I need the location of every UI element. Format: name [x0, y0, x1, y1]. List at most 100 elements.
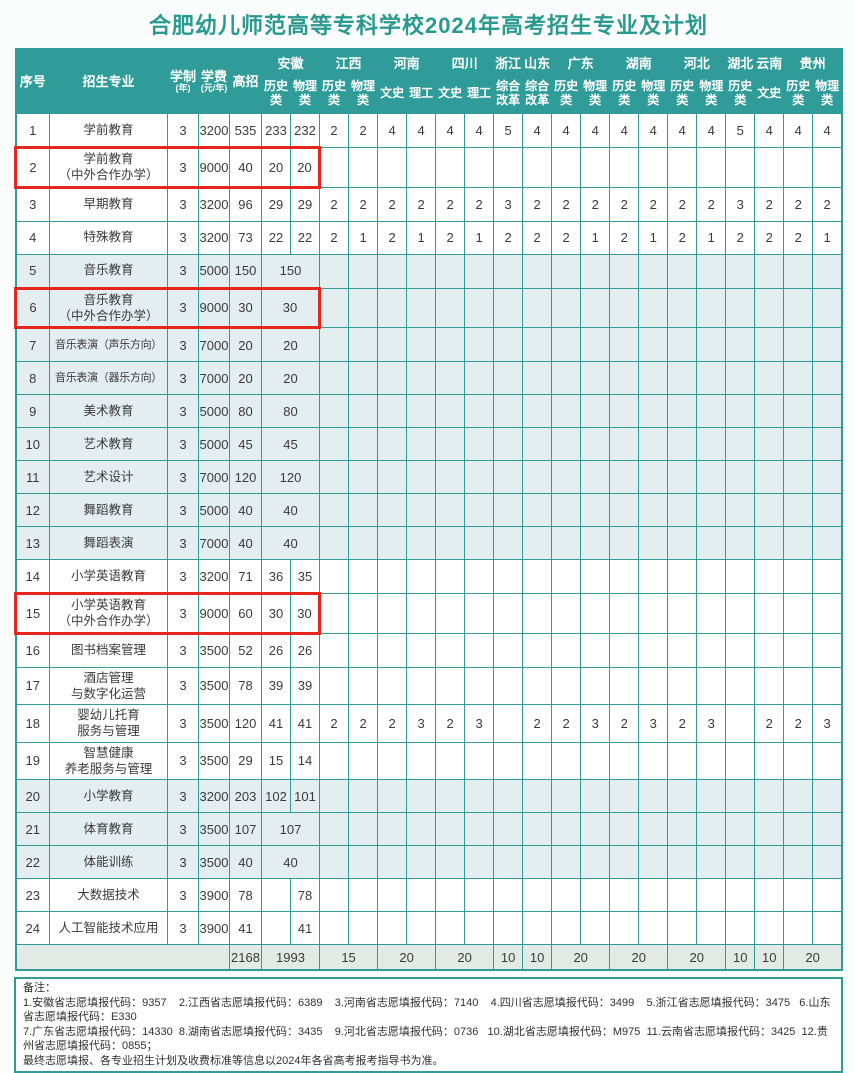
plan-cell [493, 427, 524, 461]
total-cell: 80 [229, 394, 262, 428]
plan-cell [638, 253, 669, 289]
seq-cell: 24 [15, 911, 50, 945]
duration-cell: 3 [167, 559, 199, 594]
plan-cell [377, 287, 408, 328]
plan-cell [493, 878, 524, 912]
plan-cell [406, 741, 437, 780]
plan-cell [522, 741, 553, 780]
total-cell: 40 [229, 493, 262, 527]
plan-cell [464, 361, 495, 395]
anhui-history-cell: 36 [260, 559, 292, 594]
seq-cell: 12 [15, 493, 50, 527]
duration-cell: 3 [167, 704, 199, 743]
plan-cell [319, 845, 350, 879]
plan-cell [580, 911, 611, 945]
track-header: 物理类 [580, 74, 611, 114]
major-cell: 体能训练 [49, 845, 168, 879]
plan-cell [551, 845, 582, 879]
tuition-cell: 3500 [198, 632, 230, 668]
anhui-physics-cell: 78 [290, 878, 321, 912]
plan-cell: 3 [580, 704, 611, 743]
anhui-merged-cell: 120 [260, 460, 321, 494]
plan-cell [406, 253, 437, 289]
plan-cell [667, 666, 698, 705]
plan-cell [435, 526, 466, 560]
anhui-history-cell: 39 [260, 666, 292, 705]
plan-cell: 2 [406, 186, 437, 222]
plan-cell [754, 666, 785, 705]
plan-cell [609, 253, 640, 289]
plan-cell: 2 [667, 186, 698, 222]
plan-cell [638, 493, 669, 527]
plan-cell [348, 666, 379, 705]
plan-cell: 2 [783, 220, 814, 255]
major-cell: 舞蹈教育 [49, 493, 168, 527]
plan-cell [464, 741, 495, 780]
plan-cell: 3 [812, 704, 843, 743]
header-row-provinces: 序号 招生专业 学制 (年) 学费 (元/年) 高招 安徽 江西 河南 四川 浙江 山东 广东湖… [15, 48, 843, 114]
duration-cell: 3 [167, 253, 199, 289]
plan-cell: 3 [493, 186, 524, 222]
plan-cell [377, 394, 408, 428]
plan-cell [754, 327, 785, 362]
plan-cell [522, 427, 553, 461]
province-total-cell: 10 [754, 944, 785, 971]
plan-cell: 4 [609, 113, 640, 148]
plan-cell [638, 911, 669, 945]
plan-cell [319, 427, 350, 461]
major-cell: 大数据技术 [49, 878, 168, 912]
total-cell: 45 [229, 427, 262, 461]
notes-box: 备注： 1.安徽省志愿填报代码：9357 2.江西省志愿填报代码：6389 3.… [14, 977, 843, 1073]
plan-cell [551, 666, 582, 705]
plan-cell [406, 559, 437, 594]
plan-cell [783, 741, 814, 780]
plan-cell [377, 632, 408, 668]
province-header: 安徽 [260, 48, 321, 75]
plan-cell [464, 493, 495, 527]
plan-cell [464, 666, 495, 705]
major-cell: 学前教育 （中外合作办学） [49, 146, 168, 189]
seq-cell: 2 [14, 146, 50, 189]
plan-cell [725, 878, 756, 912]
plan-cell [493, 253, 524, 289]
tuition-label: 学费 [200, 68, 227, 84]
plan-cell: 4 [406, 113, 437, 148]
province-header: 湖北 [725, 48, 756, 75]
plan-cell [493, 460, 524, 494]
tuition-cell: 3200 [198, 779, 230, 813]
plan-cell [696, 878, 727, 912]
track-header: 文史 [435, 74, 466, 114]
plan-cell [522, 593, 553, 634]
plan-cell [406, 845, 437, 879]
plan-cell [435, 911, 466, 945]
plan-cell [435, 394, 466, 428]
anhui-merged-cell: 150 [260, 253, 321, 289]
anhui-merged-cell: 45 [260, 427, 321, 461]
table-row: 12 舞蹈教育 3 5000 40 40 [15, 493, 843, 527]
plan-cell [435, 632, 466, 668]
plan-cell [783, 845, 814, 879]
plan-cell [725, 812, 756, 846]
plan-cell [667, 427, 698, 461]
province-header: 四川 [435, 48, 495, 75]
plan-cell [493, 593, 524, 634]
anhui-physics-cell: 41 [290, 911, 321, 945]
table-row: 24 人工智能技术应用 3 3900 41 41 [15, 911, 843, 945]
plan-cell [522, 493, 553, 527]
plan-cell: 2 [493, 220, 524, 255]
track-header: 文史 [754, 74, 785, 114]
plan-cell [609, 741, 640, 780]
plan-cell [319, 812, 350, 846]
plan-cell [696, 493, 727, 527]
plan-cell [754, 460, 785, 494]
plan-cell: 2 [551, 704, 582, 743]
plan-cell [812, 526, 843, 560]
plan-cell [464, 327, 495, 362]
table-body: 1 学前教育 3 3200 535 233 232 2 2 4 4 4 4 5 4 4 4 4 4 4 4 5 4 4 4 2 学前… [14, 113, 843, 971]
tuition-cell: 3500 [198, 845, 230, 879]
plan-cell [696, 427, 727, 461]
plan-cell [493, 632, 524, 668]
plan-cell: 2 [725, 220, 756, 255]
plan-cell [725, 460, 756, 494]
plan-cell [493, 779, 524, 813]
